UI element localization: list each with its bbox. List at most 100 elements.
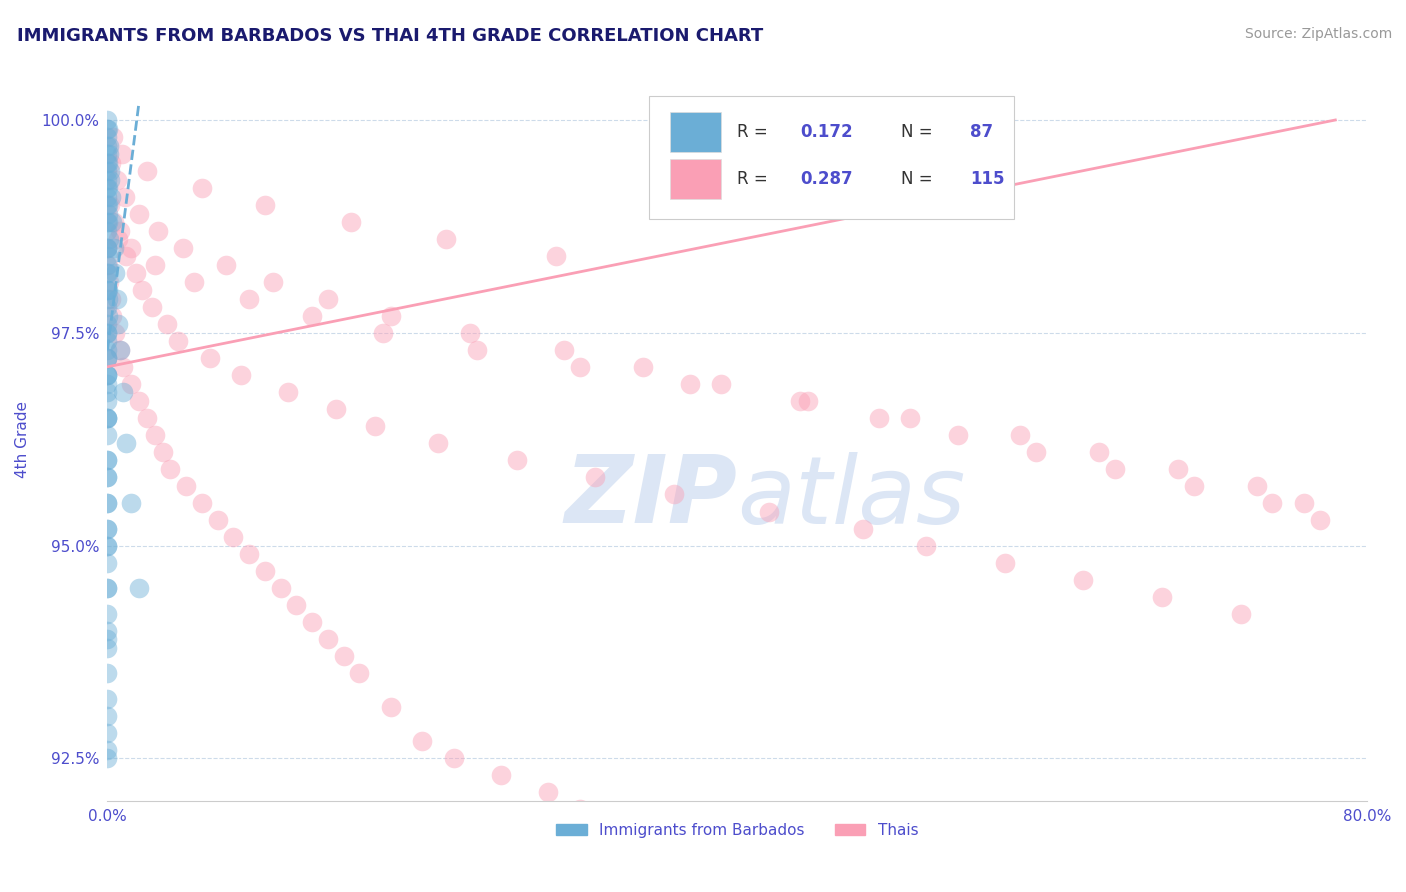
Point	[105, 172, 128, 186]
Point	[143, 258, 166, 272]
Point	[96, 453, 118, 467]
Point	[143, 428, 166, 442]
Point	[96, 632, 118, 647]
Point	[411, 734, 433, 748]
Point	[332, 649, 354, 664]
Point	[1292, 496, 1315, 510]
FancyBboxPatch shape	[650, 95, 1014, 219]
Point	[1230, 607, 1253, 621]
Point	[96, 428, 118, 442]
Point	[96, 241, 118, 255]
Point	[97, 155, 120, 169]
Point	[96, 113, 118, 128]
Point	[120, 241, 142, 255]
Point	[110, 147, 132, 161]
Point	[96, 138, 118, 153]
Point	[773, 888, 796, 892]
Point	[125, 266, 148, 280]
Point	[427, 436, 450, 450]
Point	[198, 351, 221, 366]
Point	[97, 181, 120, 195]
Point	[96, 385, 118, 400]
Point	[135, 410, 157, 425]
Point	[191, 496, 214, 510]
Point	[1010, 428, 1032, 442]
Point	[172, 241, 194, 255]
Legend: Immigrants from Barbados, Thais: Immigrants from Barbados, Thais	[550, 817, 924, 844]
Point	[489, 768, 512, 782]
Point	[96, 666, 118, 681]
Point	[443, 751, 465, 765]
Point	[112, 359, 135, 374]
Point	[97, 232, 120, 246]
Point	[96, 258, 118, 272]
Point	[1261, 496, 1284, 510]
Point	[631, 359, 654, 374]
Point	[96, 410, 118, 425]
Text: N =: N =	[901, 123, 938, 141]
Point	[1309, 513, 1331, 527]
Point	[262, 275, 284, 289]
Point	[96, 351, 118, 366]
Point	[96, 351, 118, 366]
Point	[141, 300, 163, 314]
Point	[506, 453, 529, 467]
Point	[710, 376, 733, 391]
Point	[103, 241, 125, 255]
Y-axis label: 4th Grade: 4th Grade	[15, 401, 30, 477]
Point	[277, 385, 299, 400]
Point	[108, 224, 131, 238]
Point	[100, 155, 122, 169]
Point	[97, 206, 120, 220]
Point	[585, 470, 607, 484]
Point	[96, 726, 118, 740]
Point	[115, 249, 138, 263]
Point	[100, 292, 122, 306]
Text: R =: R =	[737, 169, 773, 187]
Point	[316, 292, 339, 306]
Point	[616, 819, 638, 833]
Point	[789, 393, 811, 408]
Point	[679, 376, 702, 391]
Point	[1246, 479, 1268, 493]
Point	[96, 522, 118, 536]
Point	[96, 368, 118, 383]
Point	[96, 496, 118, 510]
Point	[695, 854, 717, 868]
Point	[96, 522, 118, 536]
Point	[128, 581, 150, 595]
Point	[112, 385, 135, 400]
Point	[96, 470, 118, 484]
Point	[301, 615, 323, 629]
Point	[167, 334, 190, 349]
Point	[915, 539, 938, 553]
Point	[96, 121, 118, 136]
Point	[98, 138, 121, 153]
Point	[96, 581, 118, 595]
Point	[96, 410, 118, 425]
Point	[647, 837, 669, 851]
Point	[1152, 590, 1174, 604]
Point	[96, 241, 118, 255]
Point	[96, 376, 118, 391]
Point	[114, 189, 136, 203]
Point	[97, 258, 120, 272]
Point	[316, 632, 339, 647]
Point	[97, 283, 120, 297]
Point	[96, 751, 118, 765]
Point	[96, 624, 118, 638]
Point	[96, 147, 118, 161]
Text: IMMIGRANTS FROM BARBADOS VS THAI 4TH GRADE CORRELATION CHART: IMMIGRANTS FROM BARBADOS VS THAI 4TH GRA…	[17, 27, 763, 45]
Text: Source: ZipAtlas.com: Source: ZipAtlas.com	[1244, 27, 1392, 41]
Point	[380, 309, 402, 323]
Point	[96, 318, 118, 332]
Point	[97, 249, 120, 263]
Point	[96, 334, 118, 349]
Point	[222, 530, 245, 544]
Point	[797, 393, 820, 408]
Text: atlas: atlas	[737, 451, 966, 542]
Point	[97, 215, 120, 229]
Point	[108, 343, 131, 357]
Point	[758, 504, 780, 518]
Point	[96, 172, 118, 186]
